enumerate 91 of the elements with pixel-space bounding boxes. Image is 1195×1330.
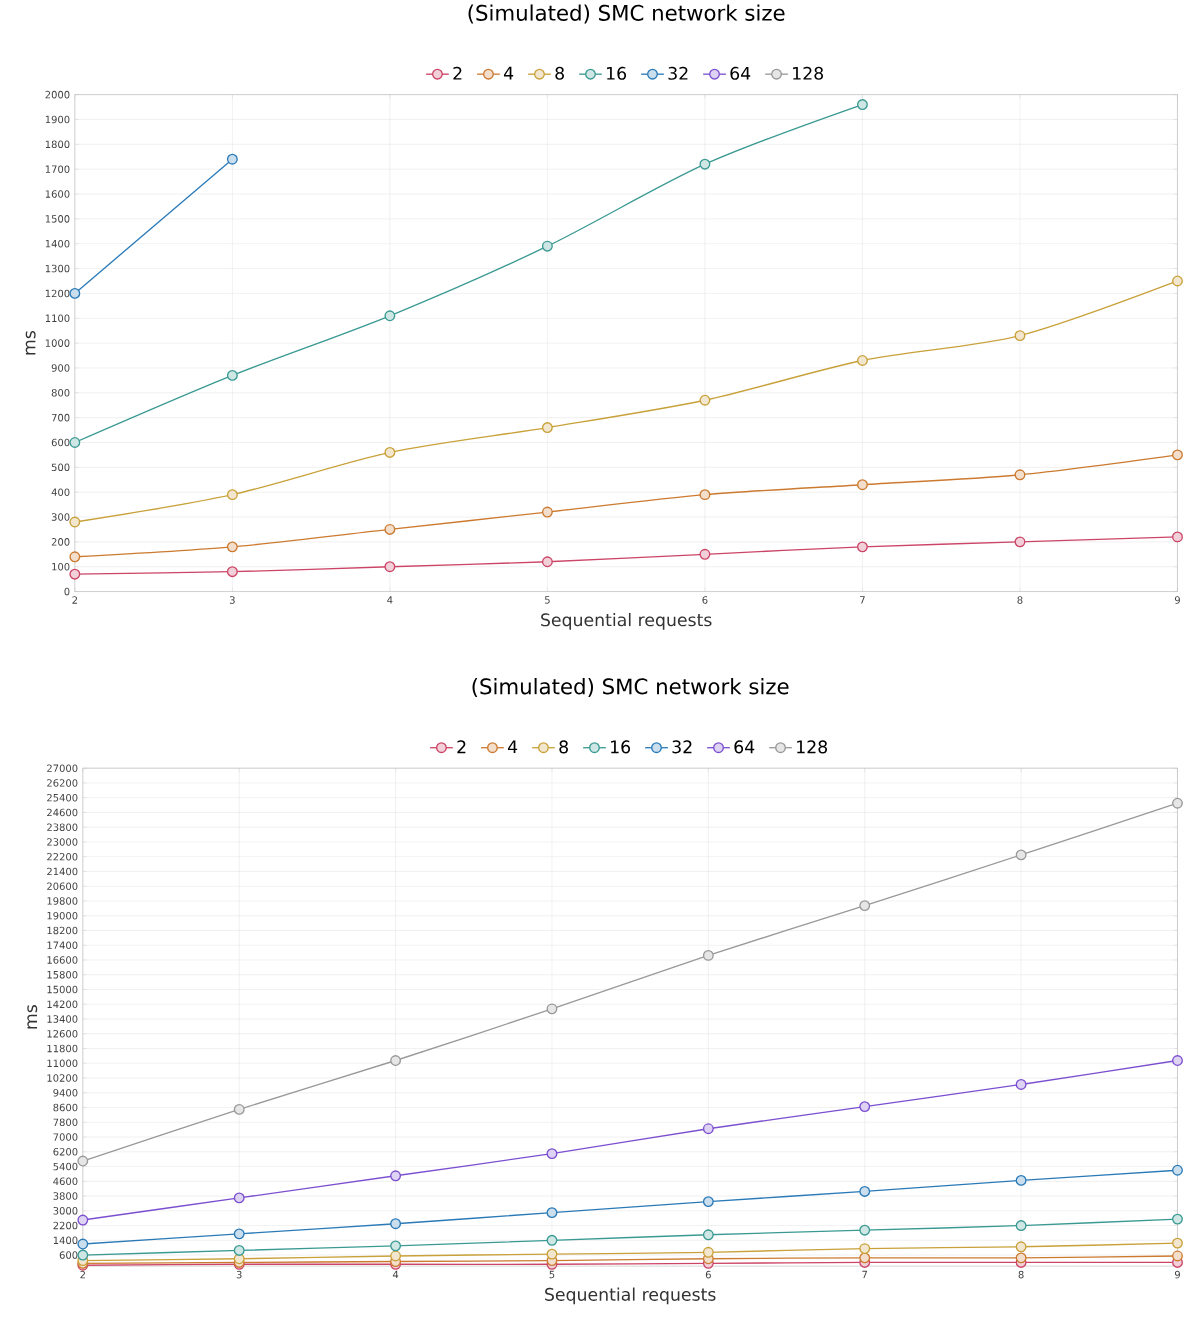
y-tick-label: 9400 [53,1089,78,1097]
y-tick-label: 3000 [53,1207,78,1215]
y-tick-label: 21400 [46,867,78,876]
y-tick-label: 100 [51,562,70,571]
y-tick-label: 7800 [53,1118,78,1127]
legend-label: 16 [610,740,630,754]
x-tick-label: 8 [1017,596,1023,604]
x-tick-label: 3 [236,1270,242,1279]
legend-label: 64 [730,66,751,80]
x-tick-label: 2 [80,1270,85,1279]
y-tick-label: 18200 [47,926,78,935]
x-tick-label: 6 [705,1270,711,1279]
y-tick-label: 7000 [53,1133,78,1141]
y-tick-label: 1400 [45,239,70,248]
legend-label: 16 [606,66,626,80]
legend-label: 32 [672,740,692,754]
y-tick-label: 11800 [47,1044,78,1053]
y-tick-label: 19000 [47,911,78,920]
y-tick-label: 17400 [47,941,78,950]
y-tick-label: 400 [51,488,70,496]
y-tick-label: 700 [51,413,70,422]
x-axis-title: Sequential requests [540,612,712,630]
y-axis-title: ms [25,331,36,355]
x-axis-title: Sequential requests [544,1287,716,1305]
y-tick-label: 16600 [47,956,78,964]
y-tick-label: 2200 [53,1221,78,1230]
y-tick-label: 25400 [46,793,78,802]
chart-title: (Simulated) SMC network size [472,677,789,697]
y-tick-label: 23800 [46,823,78,831]
y-tick-label: 10200 [47,1074,78,1082]
y-tick-label: 13400 [47,1015,78,1023]
x-tick-label: 7 [862,1270,867,1279]
x-tick-label: 2 [72,596,77,604]
y-tick-label: 5400 [53,1162,78,1171]
y-tick-label: 600 [59,1251,78,1259]
legend-label: 128 [796,740,827,754]
y-tick-label: 6200 [53,1148,78,1156]
y-tick-label: 1600 [45,190,70,198]
x-tick-label: 3 [229,596,235,604]
y-tick-label: 1400 [53,1236,78,1245]
x-tick-label: 5 [544,596,550,604]
legend-label: 4 [503,66,513,80]
y-tick-label: 20600 [46,882,78,890]
y-tick-label: 1200 [45,289,70,298]
y-tick-label: 15800 [47,970,78,979]
y-tick-label: 1000 [45,339,70,347]
y-tick-label: 1900 [45,115,70,124]
y-tick-label: 1500 [45,215,70,223]
y-tick-label: 27000 [46,764,78,772]
y-tick-label: 22200 [46,852,78,861]
legend-label: 8 [559,740,568,754]
y-tick-label: 1700 [45,165,70,173]
y-tick-label: 3800 [53,1192,78,1200]
y-tick-label: 800 [51,389,70,397]
y-tick-label: 12600 [47,1029,78,1038]
y-tick-label: 14200 [47,1000,78,1009]
legend-label: 8 [555,66,564,80]
x-tick-label: 8 [1018,1270,1024,1279]
y-tick-label: 15000 [47,985,78,994]
y-tick-label: 600 [51,438,70,447]
x-tick-label: 9 [1174,1270,1180,1279]
legend-label: 2 [457,740,466,754]
legend-label: 128 [792,66,823,80]
x-tick-label: 4 [392,1270,398,1279]
x-tick-label: 9 [1174,596,1180,604]
y-tick-label: 1300 [45,264,70,273]
y-tick-label: 1800 [45,140,70,149]
legend-label: 32 [668,66,688,80]
y-tick-label: 19800 [47,897,78,905]
y-tick-label: 11000 [47,1059,78,1068]
y-tick-label: 4600 [52,1177,78,1186]
y-tick-label: 200 [51,538,70,546]
x-tick-label: 5 [549,1270,555,1279]
y-tick-label: 23000 [46,838,78,846]
y-tick-label: 300 [51,513,70,521]
y-tick-label: 1100 [45,314,70,323]
legend-label: 64 [734,740,755,754]
y-axis-title: ms [27,1005,38,1029]
x-tick-label: 4 [386,596,393,604]
x-tick-label: 6 [702,596,708,604]
legend-label: 2 [453,66,462,80]
chart-title: (Simulated) SMC network size [468,4,785,24]
y-tick-label: 24600 [46,808,78,817]
y-tick-label: 2000 [45,90,70,99]
y-tick-label: 8600 [53,1103,78,1112]
y-tick-label: 500 [51,463,70,472]
y-tick-label: 26200 [46,779,78,787]
y-tick-label: 0 [64,587,70,596]
legend-label: 4 [507,740,517,754]
y-tick-label: 900 [51,364,70,372]
x-tick-label: 7 [859,596,865,604]
